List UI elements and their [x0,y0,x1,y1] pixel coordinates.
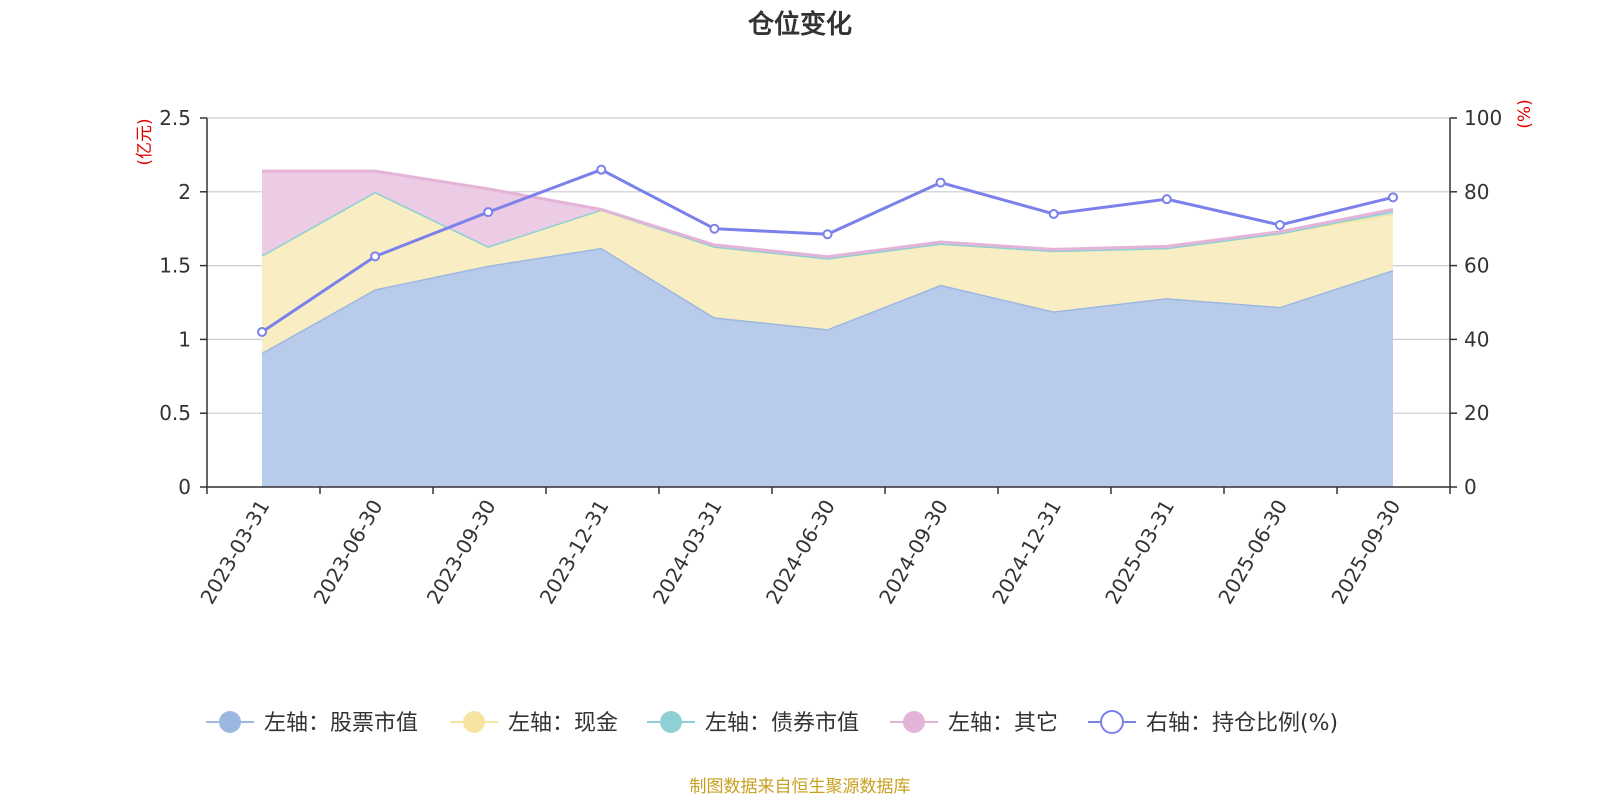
ratio-point [370,251,381,262]
legend-label: 左轴：现金 [508,711,618,736]
left-tick-label: 1.5 [159,254,191,278]
x-tick-label: 2023-09-30 [422,496,501,609]
legend-marker [219,711,241,733]
ratio-point [483,207,494,218]
right-tick-label: 80 [1464,180,1489,204]
x-tick-label: 2025-06-30 [1213,496,1292,609]
legend-label: 左轴：股票市值 [264,711,418,736]
ratio-point [1048,208,1059,219]
x-tick-label: 2024-06-30 [761,496,840,609]
right-tick-label: 40 [1464,327,1489,351]
left-tick-label: 2.5 [159,106,191,130]
stacked-areas [261,169,1394,487]
area-左轴：现金 [262,191,1393,353]
right-axis-unit: (%) [1515,99,1535,128]
left-axis-unit: (亿元) [135,118,155,165]
area-edge-左轴：其它 [262,169,1394,259]
legend-marker [660,711,682,733]
legend: 左轴：股票市值 左轴：现金 左轴：债券市值 左轴：其它 右轴：持仓比例(%) [206,710,1338,736]
ratio-point [822,229,833,240]
x-tick-label: 2025-03-31 [1100,496,1179,609]
axes [206,118,1451,488]
legend-label: 右轴：持仓比例(%) [1146,711,1338,736]
x-tick-label: 2023-06-30 [309,496,388,609]
left-tick-label: 0 [178,475,191,499]
legend-marker [1100,710,1124,734]
ratio-point [596,164,607,175]
right-tick-label: 0 [1464,475,1477,499]
left-tick-label: 0.5 [159,401,191,425]
chart-title: 仓位变化 [747,9,852,40]
x-tick-label: 2024-12-31 [987,496,1066,609]
ratio-point [1388,192,1398,203]
legend-marker [903,711,925,733]
ratio-point [1161,194,1172,205]
x-tick-label: 2025-09-30 [1326,496,1405,609]
x-tick-label: 2024-03-31 [648,496,727,609]
x-tick-label: 2023-03-31 [195,496,274,609]
source-note: 制图数据来自恒生聚源数据库 [690,777,911,797]
left-tick-label: 2 [178,180,191,204]
x-tick-label: 2024-09-30 [874,496,953,609]
legend-label: 左轴：其它 [948,711,1058,736]
right-tick-label: 20 [1464,401,1489,425]
right-tick-label: 60 [1464,254,1489,278]
right-tick-label: 100 [1464,106,1502,130]
ratio-point [257,327,267,338]
area-左轴：股票市值 [262,247,1393,487]
ratio-point [935,177,946,188]
ratio-point [709,223,720,234]
legend-marker [463,711,485,733]
ratio-point [1274,220,1285,231]
legend-label: 左轴：债券市值 [705,711,859,736]
x-tick-label: 2023-12-31 [535,496,614,609]
left-tick-label: 1 [178,327,191,351]
ratio-line-layer [257,164,1398,338]
